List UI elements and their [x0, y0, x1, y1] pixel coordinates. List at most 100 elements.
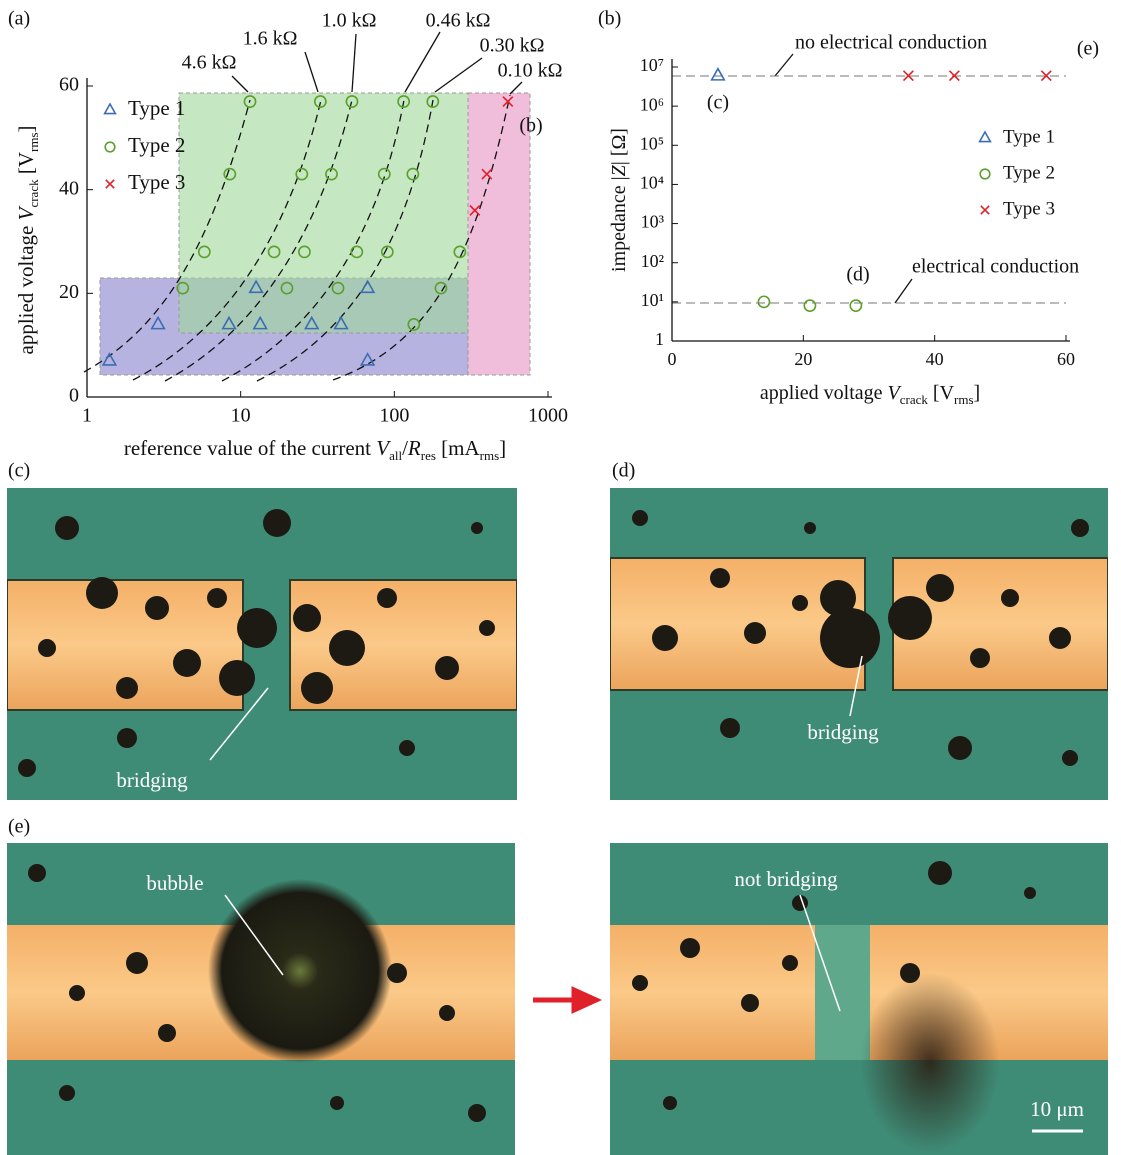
y-tick-label: 1 [655, 329, 664, 349]
t: [mA [436, 436, 481, 460]
legend-marker [104, 141, 116, 153]
t: ] [974, 382, 981, 404]
region-shading [99, 92, 531, 376]
data-point [1040, 70, 1052, 82]
data-point [359, 352, 376, 366]
legend-label: Type 2 [128, 133, 185, 157]
t: applied voltage [14, 220, 38, 354]
data-point [406, 167, 420, 181]
data-point [221, 315, 237, 330]
t: res [421, 448, 436, 463]
y-tick-label: 10⁴ [640, 173, 664, 193]
x-axis-title: applied voltage Vcrack [Vrms] [760, 382, 980, 408]
t: rms [954, 392, 974, 407]
t: V [14, 205, 38, 220]
t: [V [14, 152, 38, 179]
data-point [248, 279, 264, 294]
data-point [757, 295, 771, 309]
y-tick-label: 0 [69, 385, 79, 407]
t: rms [480, 448, 500, 463]
annotation: no electrical conduction [795, 32, 987, 54]
data-point [481, 168, 493, 180]
x-axis-title: reference value of the current Vall/Rres… [124, 436, 506, 464]
data-point [453, 245, 467, 259]
annotation: (e) [1077, 38, 1099, 60]
legend-marker [978, 130, 992, 143]
t: crack [26, 179, 41, 208]
annotation: 0.10 kΩ [498, 60, 563, 82]
reference-lines [672, 75, 1066, 304]
annotation-arrows [231, 31, 913, 304]
data-point [380, 245, 394, 259]
data-point [295, 167, 309, 181]
t: impedance | [608, 176, 630, 272]
panel-label: (b) [598, 8, 621, 30]
x-tick-label: 60 [1057, 349, 1075, 369]
annotation: 0.30 kΩ [480, 35, 545, 57]
annotation: (c) [707, 92, 729, 114]
annotation: (d) [846, 264, 869, 286]
data-point [298, 245, 311, 259]
legend-label: Type 1 [1003, 126, 1055, 147]
annotation: 4.6 kΩ [182, 52, 237, 74]
legend-marker [103, 102, 117, 115]
data-point [502, 96, 514, 108]
data-point [325, 167, 338, 181]
data-point [333, 315, 349, 330]
data-point [469, 204, 481, 216]
photo-label: bridging [116, 768, 188, 792]
data-point [223, 167, 237, 181]
t: R [407, 436, 421, 460]
y-tick-label: 20 [59, 281, 79, 303]
data-point [803, 299, 817, 313]
data-point [377, 167, 391, 181]
t: rms [26, 132, 41, 152]
x-tick-label: 1000 [528, 405, 568, 427]
t: / [402, 436, 408, 460]
t: ] [499, 436, 506, 460]
x-tick-label: 1 [82, 405, 92, 427]
data-point [397, 95, 411, 108]
y-axis-title: applied voltage Vcrack [Vrms] [14, 125, 42, 354]
y-tick-label: 60 [59, 74, 79, 96]
data-point [304, 315, 320, 330]
y-tick-label: 10¹ [641, 290, 664, 310]
data-point [243, 95, 257, 108]
legend-label: Type 3 [128, 170, 185, 194]
y-tick-label: 10⁷ [640, 55, 664, 75]
arrow [533, 986, 603, 1014]
data-point [176, 281, 190, 295]
data-point [407, 318, 421, 331]
photo-label: not bridging [734, 867, 838, 891]
y-tick-label: 10⁶ [640, 94, 664, 114]
y-tick-label: 10³ [641, 212, 665, 232]
legend-label: Type 1 [128, 96, 185, 120]
x-tick-label: 40 [926, 349, 944, 369]
t: [V [928, 382, 955, 404]
data-point [710, 67, 726, 81]
data-point [150, 315, 166, 330]
annotation: 1.6 kΩ [243, 28, 298, 50]
t: V [376, 436, 391, 460]
legend-marker [980, 205, 990, 215]
y-tick-label: 10⁵ [640, 133, 664, 153]
t: Z [608, 164, 630, 176]
panel-label: (c) [8, 460, 30, 482]
data-point [902, 70, 914, 82]
y-tick-label: 10² [641, 251, 664, 271]
data-point [948, 70, 960, 82]
data-point [252, 315, 268, 330]
t: applied voltage [760, 382, 888, 404]
data-point [101, 352, 118, 366]
x-tick-label: 100 [379, 405, 409, 427]
x-tick-label: 10 [231, 405, 251, 427]
data-point [849, 299, 863, 313]
data-point [434, 281, 448, 295]
data-point [313, 95, 327, 108]
annotation: electrical conduction [912, 256, 1079, 278]
data-point [267, 245, 281, 259]
panel-label: (e) [8, 816, 30, 838]
t: ] [14, 125, 38, 132]
scale-bar-label: 10 μm [1030, 1097, 1084, 1121]
